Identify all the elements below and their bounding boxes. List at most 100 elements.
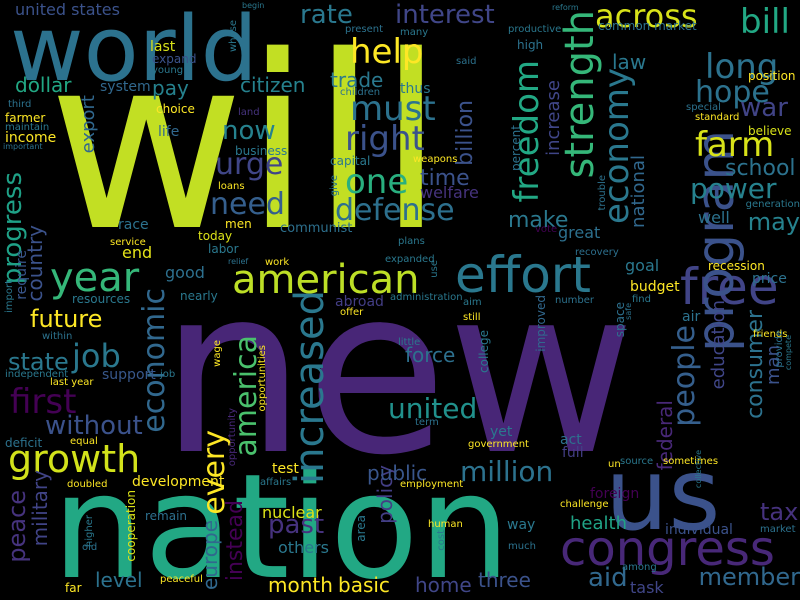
cloud-word: congress <box>560 521 775 577</box>
cloud-word: home <box>415 573 472 597</box>
cloud-word: yet <box>490 424 513 440</box>
cloud-word: nearly <box>180 289 218 303</box>
cloud-word: college <box>477 330 491 373</box>
cloud-word: life <box>158 124 180 140</box>
cloud-word: remain <box>145 509 188 523</box>
cloud-word: increase <box>543 80 564 156</box>
cloud-word: help <box>350 32 424 72</box>
cloud-word: national <box>628 155 649 228</box>
cloud-word: term <box>415 417 439 428</box>
cloud-word: find <box>632 294 651 305</box>
cloud-word: capital <box>330 154 371 168</box>
cloud-word: state <box>8 348 69 376</box>
cloud-word: generation <box>745 199 800 210</box>
cloud-word: collective <box>694 450 703 489</box>
cloud-word: will <box>48 4 445 284</box>
cloud-word: productive <box>508 24 562 35</box>
cloud-word: foreign <box>590 486 640 502</box>
cloud-word: vote <box>535 224 558 235</box>
cloud-word: effort <box>455 246 591 304</box>
cloud-word: must <box>350 89 436 129</box>
cloud-word: present <box>345 24 384 35</box>
cloud-word: source <box>620 456 654 467</box>
cloud-word: power <box>690 172 777 205</box>
cloud-word: safe <box>624 303 633 320</box>
cloud-word: give <box>329 175 340 197</box>
cloud-word: equal <box>70 436 98 447</box>
cloud-word: us <box>605 436 721 553</box>
cloud-word: world <box>10 0 258 102</box>
cloud-word: dollar <box>15 73 72 97</box>
cloud-word: export <box>78 95 99 154</box>
cloud-word: long <box>705 47 779 87</box>
cloud-word: need <box>210 187 285 222</box>
cloud-word: race <box>118 217 149 233</box>
cloud-word: still <box>463 312 481 323</box>
cloud-word: system <box>100 79 151 95</box>
cloud-word: development <box>132 474 225 490</box>
cloud-word: believe <box>748 124 792 138</box>
cloud-word: area <box>354 515 368 542</box>
cloud-word: member <box>698 563 800 591</box>
cloud-word: children <box>340 87 381 98</box>
cloud-word: citizen <box>240 73 306 97</box>
cloud-word: challenge <box>560 499 609 510</box>
cloud-word: task <box>630 578 664 597</box>
cloud-word: market <box>760 524 796 535</box>
cloud-word: trade <box>330 68 384 92</box>
cloud-word: instead <box>223 500 248 582</box>
cloud-word: pay <box>152 76 189 100</box>
cloud-word: may <box>747 208 800 236</box>
cloud-word: job <box>72 337 121 375</box>
cloud-word: percent <box>509 125 523 171</box>
cloud-word: economic <box>137 288 172 433</box>
cloud-word: whose <box>228 20 239 52</box>
cloud-word: friends <box>753 329 788 340</box>
cloud-word: independent <box>5 369 69 380</box>
cloud-word: law <box>612 50 647 74</box>
cloud-word: expanded <box>385 254 435 265</box>
cloud-word: improved <box>534 295 548 352</box>
cloud-word: land <box>238 107 260 118</box>
cloud-word: old <box>82 542 98 553</box>
cloud-word: use <box>429 260 440 278</box>
cloud-word: without <box>45 411 143 441</box>
cloud-word: said <box>456 56 477 67</box>
cloud-word: well <box>698 208 730 227</box>
cloud-word: require <box>14 250 30 300</box>
cloud-word: defense <box>335 193 455 228</box>
cloud-word: new <box>160 239 636 506</box>
cloud-word: special <box>686 102 721 113</box>
cloud-word: rate <box>300 0 353 30</box>
cloud-word: high <box>517 38 544 52</box>
cloud-word: hope <box>695 75 770 110</box>
cloud-word: today <box>198 229 233 243</box>
cloud-word: administration <box>390 292 463 303</box>
cloud-word: last <box>150 39 176 55</box>
cloud-word: bill <box>740 2 790 42</box>
cloud-word: sometimes <box>663 456 719 467</box>
cloud-word: good <box>165 263 205 282</box>
cloud-word: way <box>507 517 536 533</box>
cloud-word: price <box>752 271 787 287</box>
cloud-word: test <box>272 461 299 477</box>
cloud-word: affairs <box>260 477 292 488</box>
cloud-word: recession <box>708 259 765 273</box>
cloud-word: cooperation <box>124 490 138 562</box>
cloud-word: farmer <box>5 111 46 125</box>
cloud-word: trouble <box>597 175 608 211</box>
cloud-word: labor <box>208 242 239 256</box>
cloud-word: third <box>8 99 32 110</box>
cloud-word: education <box>708 300 729 390</box>
cloud-word: wage <box>212 340 223 367</box>
cloud-word: future <box>30 305 103 333</box>
cloud-word: young <box>152 65 184 76</box>
cloud-word: others <box>278 538 329 557</box>
cloud-word: basic <box>338 573 390 597</box>
cloud-word: nuclear <box>262 503 322 522</box>
cloud-word: peace <box>3 490 31 563</box>
cloud-word: american <box>232 257 420 303</box>
cloud-word: across <box>595 0 698 35</box>
cloud-word: support <box>102 367 156 383</box>
cloud-word: aim <box>463 297 482 308</box>
